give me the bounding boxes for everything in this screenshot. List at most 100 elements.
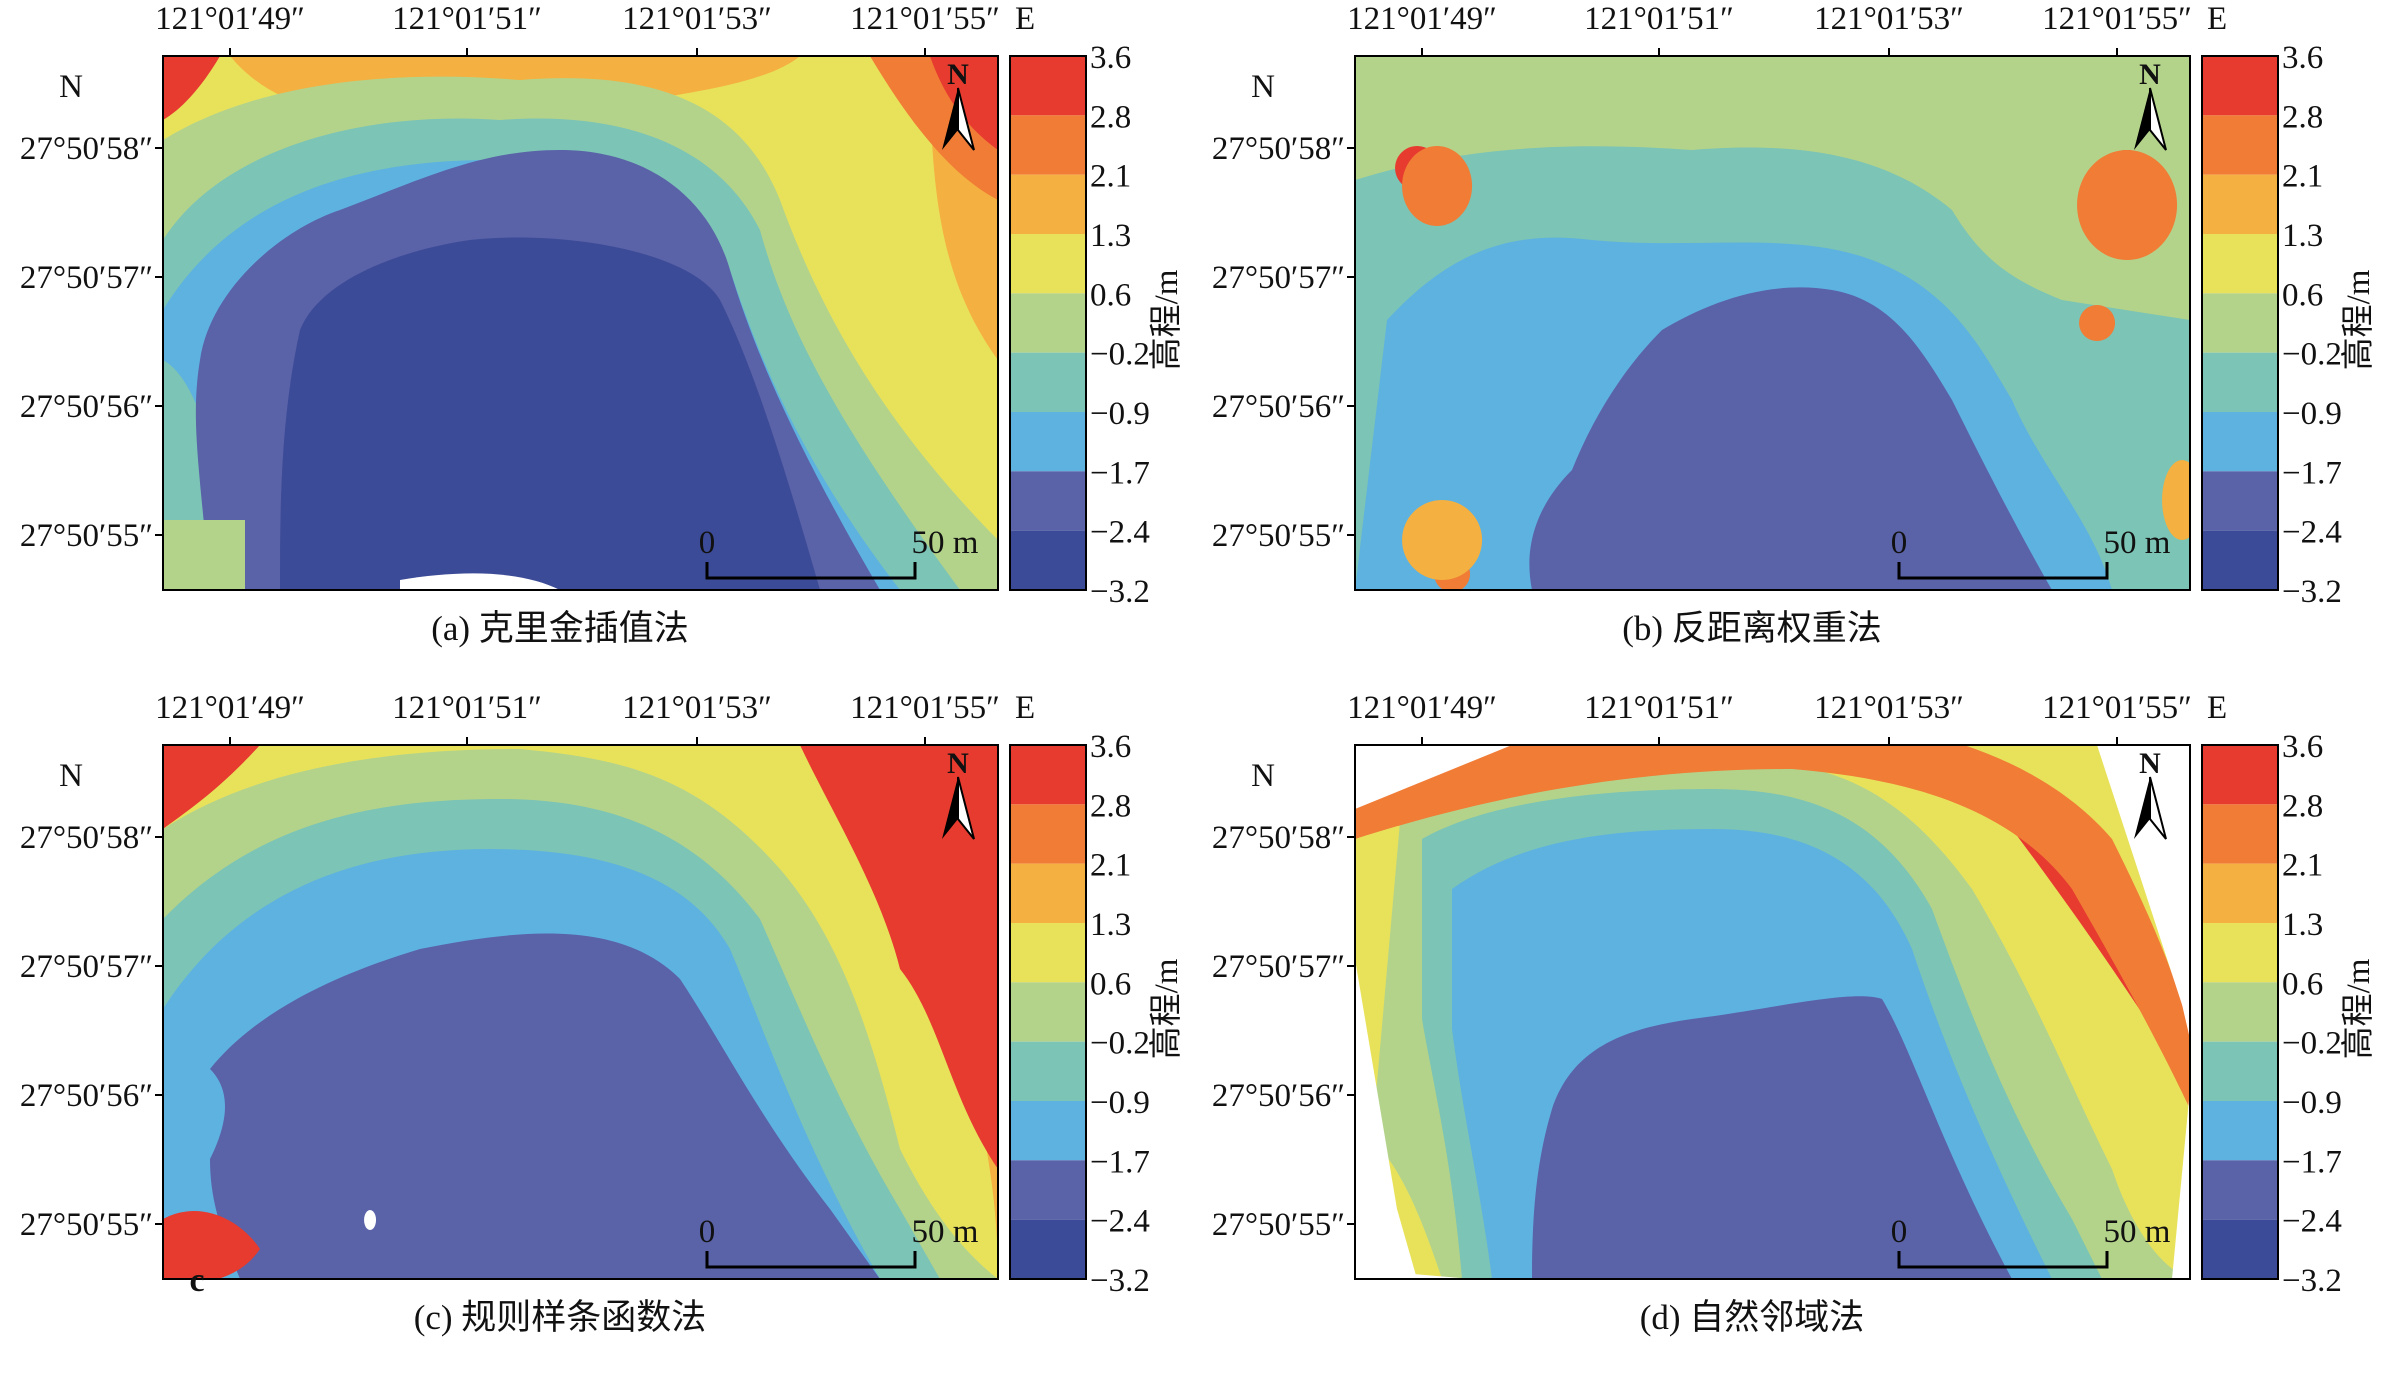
colorbar-unit-label: 高程/m xyxy=(2340,269,2377,370)
latitude-direction: N xyxy=(59,758,83,794)
longitude-label: 121°01′49″ xyxy=(1347,690,1497,726)
colorbar-swatch xyxy=(2202,804,2278,864)
colorbar-swatch xyxy=(1010,115,1086,175)
svg-text:N: N xyxy=(947,58,969,91)
elevation-contour-band xyxy=(163,1211,260,1279)
colorbar-tick-label: 3.6 xyxy=(2282,40,2323,76)
longitude-label: 121°01′49″ xyxy=(1347,1,1497,37)
svg-text:0: 0 xyxy=(699,525,716,561)
colorbar-tick-label: 2.1 xyxy=(1090,159,1131,195)
panel-caption: (d) 自然邻域法 xyxy=(1640,1298,1865,1337)
colorbar-unit-label: 高程/m xyxy=(2340,958,2377,1059)
longitude-label: 121°01′55″ xyxy=(850,690,1000,726)
elevation-contour-band xyxy=(1402,500,1483,580)
longitude-label: 121°01′51″ xyxy=(392,1,542,37)
colorbar-tick-label: 0.6 xyxy=(2282,966,2323,1002)
colorbar-swatch xyxy=(1010,352,1086,412)
longitude-label: 121°01′55″ xyxy=(2042,1,2192,37)
north-arrow-icon: N xyxy=(942,747,975,840)
colorbar-tick-label: −0.2 xyxy=(1090,337,1150,373)
colorbar-tick-label: 3.6 xyxy=(2282,729,2323,765)
longitude-label: 121°01′53″ xyxy=(622,690,772,726)
colorbar-tick-label: 2.8 xyxy=(2282,99,2323,135)
elevation-contour-band xyxy=(1529,287,2052,590)
longitude-label: 121°01′53″ xyxy=(1814,1,1964,37)
elevation-map: 121°01′49″ 121°01′51″ 121°01′53″ 121°01′… xyxy=(1212,690,2377,1337)
longitude-ticks: 121°01′49″ 121°01′51″ 121°01′53″ 121°01′… xyxy=(1347,1,2227,56)
colorbar-swatch xyxy=(2202,352,2278,412)
colorbar-tick-label: −3.2 xyxy=(2282,574,2342,610)
latitude-label: 27°50′58″ xyxy=(1212,131,1345,167)
colorbar-swatch xyxy=(1010,471,1086,531)
colorbar-swatch xyxy=(1010,1041,1086,1101)
latitude-label: 27°50′55″ xyxy=(20,1207,153,1243)
latitude-label: 27°50′58″ xyxy=(1212,820,1345,856)
svg-text:50 m: 50 m xyxy=(912,525,979,561)
longitude-label: 121°01′55″ xyxy=(2042,690,2192,726)
latitude-direction: N xyxy=(1251,758,1275,794)
longitude-ticks: 121°01′49″ 121°01′51″ 121°01′53″ 121°01′… xyxy=(1347,690,2227,745)
longitude-label: 121°01′49″ xyxy=(155,690,305,726)
elevation-map: 121°01′49″ 121°01′51″ 121°01′53″ 121°01′… xyxy=(20,1,1185,648)
colorbar-tick-label: −0.2 xyxy=(2282,1026,2342,1062)
elevation-contour-band xyxy=(2079,305,2116,341)
latitude-label: 27°50′56″ xyxy=(20,389,153,425)
panel-caption: (a) 克里金插值法 xyxy=(431,609,689,648)
colorbar-swatch xyxy=(2202,174,2278,234)
longitude-direction: E xyxy=(2207,1,2227,37)
svg-text:N: N xyxy=(2139,58,2161,91)
scale-bar: 0 50 m xyxy=(699,1214,979,1269)
colorbar-tick-label: −0.2 xyxy=(1090,1026,1150,1062)
colorbar-unit-label: 高程/m xyxy=(1148,269,1185,370)
latitude-label: 27°50′58″ xyxy=(20,820,153,856)
colorbar-swatch xyxy=(2202,471,2278,531)
elevation-contour-band xyxy=(1355,745,2190,1109)
colorbar-tick-label: −0.9 xyxy=(2282,396,2342,432)
scale-bar: 0 50 m xyxy=(1891,1214,2171,1269)
longitude-label: 121°01′51″ xyxy=(1584,690,1734,726)
elevation-contour-band xyxy=(930,56,998,150)
colorbar-tick-label: 2.1 xyxy=(1090,848,1131,884)
colorbar-tick-label: −1.7 xyxy=(1090,455,1150,491)
colorbar-swatch xyxy=(1010,174,1086,234)
latitude-label: 27°50′55″ xyxy=(1212,518,1345,554)
svg-text:N: N xyxy=(2139,747,2161,780)
svg-text:50 m: 50 m xyxy=(2104,1214,2171,1250)
panel-caption: (b) 反距离权重法 xyxy=(1622,609,1882,648)
colorbar-tick-label: 2.1 xyxy=(2282,159,2323,195)
latitude-label: 27°50′57″ xyxy=(1212,949,1345,985)
longitude-ticks: 121°01′49″ 121°01′51″ 121°01′53″ 121°01′… xyxy=(155,690,1035,745)
colorbar-swatch xyxy=(1010,530,1086,590)
latitude-ticks: N 27°50′58″ 27°50′57″ 27°50′56″ 27°50′55… xyxy=(1212,69,1355,554)
elevation-contour-band xyxy=(2162,460,2190,540)
colorbar-swatch xyxy=(1010,412,1086,472)
elevation-contour-band xyxy=(163,745,260,829)
colorbar-swatch xyxy=(1010,923,1086,983)
panel-natural-neighbor: 121°01′49″ 121°01′51″ 121°01′53″ 121°01′… xyxy=(1192,689,2384,1378)
colorbar-tick-label: −2.4 xyxy=(1090,515,1150,551)
colorbar-swatch xyxy=(1010,982,1086,1042)
no-data-area xyxy=(1355,959,1417,1279)
svg-text:50 m: 50 m xyxy=(912,1214,979,1250)
svg-text:0: 0 xyxy=(1891,525,1908,561)
svg-text:50 m: 50 m xyxy=(2104,525,2171,561)
colorbar-tick-label: 0.6 xyxy=(2282,277,2323,313)
elevation-contour-band xyxy=(280,237,820,590)
colorbar-swatch xyxy=(2202,982,2278,1042)
colorbar-swatch xyxy=(2202,234,2278,294)
colorbar-tick-label: 1.3 xyxy=(2282,907,2323,943)
north-arrow-icon: N xyxy=(2134,58,2167,151)
colorbar-tick-label: −2.4 xyxy=(1090,1204,1150,1240)
longitude-label: 121°01′53″ xyxy=(622,1,772,37)
colorbar-swatch xyxy=(2202,115,2278,175)
colorbar-tick-label: 0.6 xyxy=(1090,277,1131,313)
elevation-contour-band xyxy=(800,745,998,1169)
colorbar-swatch xyxy=(1010,56,1086,116)
longitude-label: 121°01′49″ xyxy=(155,1,305,37)
elevation-contour-band xyxy=(210,933,880,1279)
latitude-direction: N xyxy=(59,69,83,105)
longitude-ticks: 121°01′49″ 121°01′51″ 121°01′53″ 121°01′… xyxy=(155,1,1035,56)
panel-inset-letter: c xyxy=(189,1262,204,1299)
longitude-label: 121°01′53″ xyxy=(1814,690,1964,726)
colorbar-tick-label: 1.3 xyxy=(1090,218,1131,254)
